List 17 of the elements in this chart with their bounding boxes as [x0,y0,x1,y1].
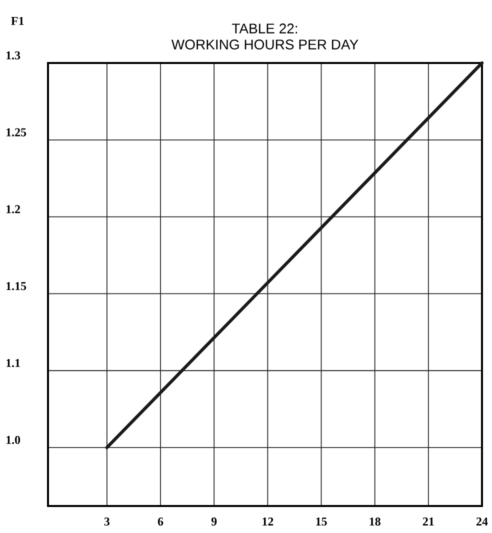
chart-subtitle: WORKING HOURS PER DAY [171,40,358,50]
x-tick-label: 24 [476,518,488,526]
y-tick-label: 1.3 [6,51,20,60]
y-tick-label: 1.25 [6,128,26,136]
y-tick-label: 1.1 [6,359,20,368]
x-tick-label: 3 [104,518,110,526]
x-tick-label: 6 [158,518,164,526]
chart-title: TABLE 22: [232,24,298,34]
x-tick-label: 9 [211,518,217,526]
y-tick-label: 1.2 [6,205,20,214]
y-axis-title: F1 [11,16,24,25]
x-tick-label: 21 [422,518,434,526]
x-tick-label: 18 [370,518,380,526]
y-tick-label: 1.0 [6,436,20,444]
y-tick-label: 1.15 [6,282,26,290]
x-tick-label: 12 [262,518,274,526]
x-tick-label: 15 [316,518,327,526]
